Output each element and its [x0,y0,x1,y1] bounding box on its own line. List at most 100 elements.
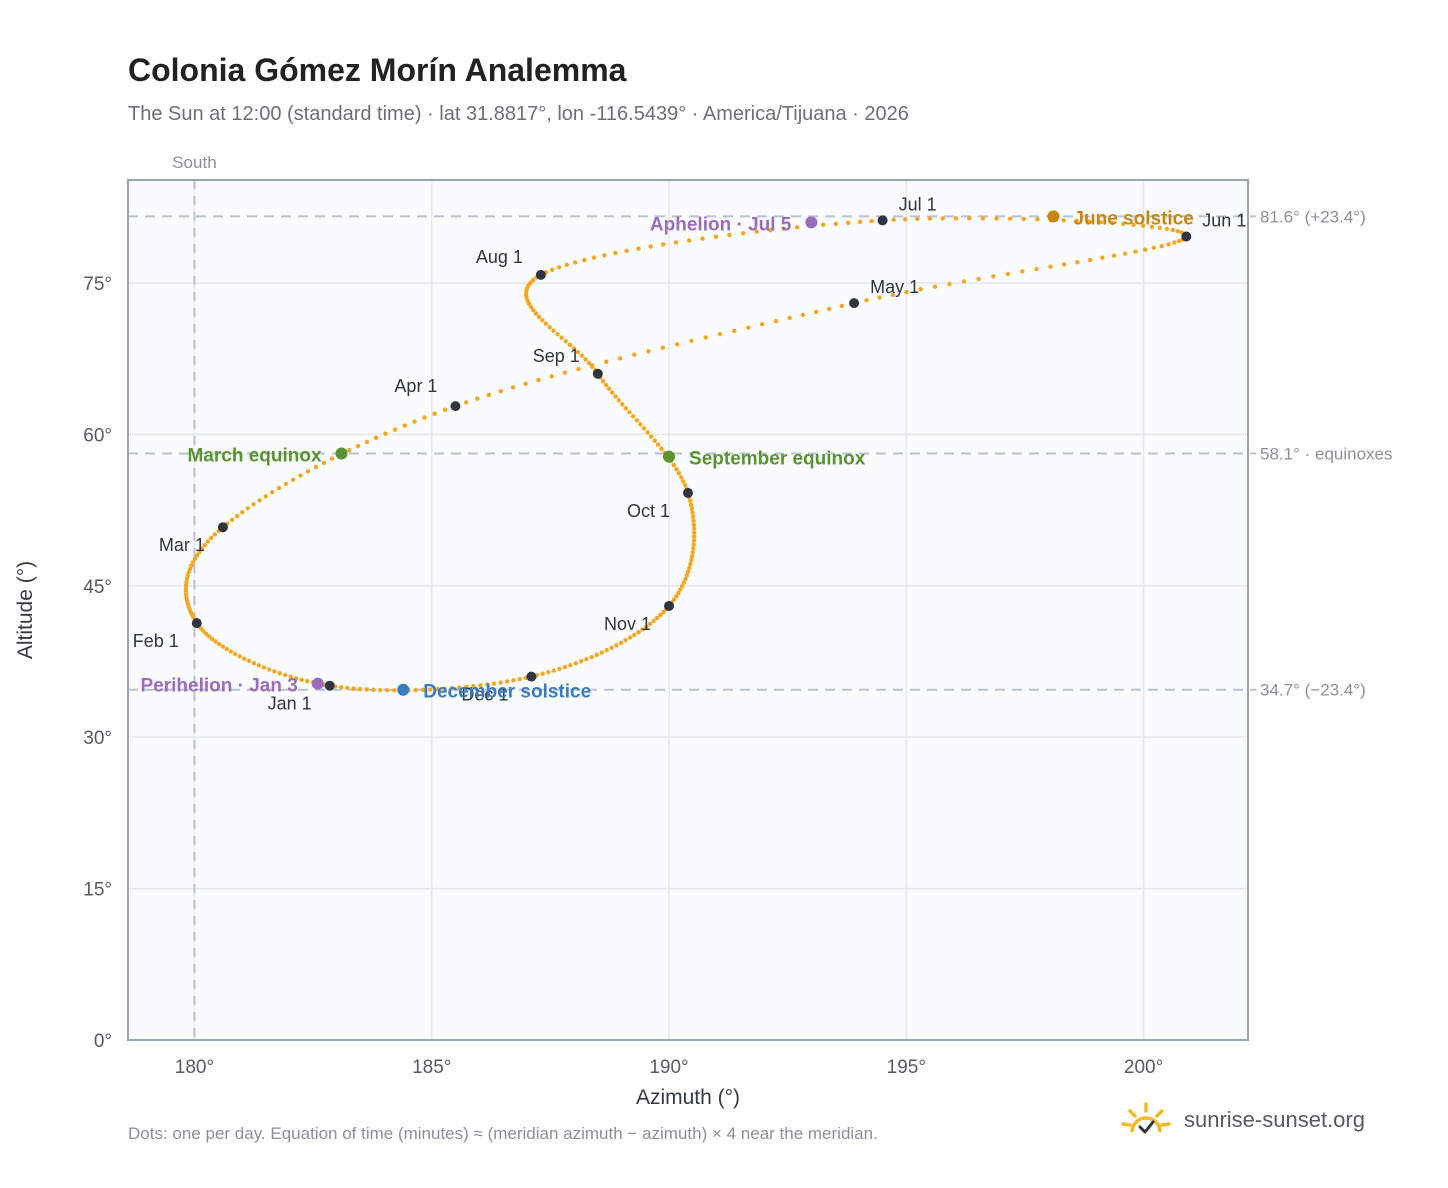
day-dot [614,643,619,648]
day-dot [562,370,568,375]
day-dot [435,686,440,692]
day-dot [551,328,556,333]
day-dot [209,535,214,541]
day-dot [773,318,779,324]
event-label: Aphelion · Jul 5 [650,214,792,235]
altitude-reference-label: 34.7° (−23.4°) [1260,681,1366,700]
day-dot [478,683,483,688]
day-dot [442,686,447,691]
altitude-reference-label: 58.1° · equinoxes [1260,445,1393,464]
day-dot [620,402,625,407]
day-dot [371,687,376,692]
day-dot [190,560,196,565]
day-dot [1035,217,1040,222]
day-dot [688,502,694,507]
event-label: Perihelion · Jan 3 [141,676,298,697]
day-dot [192,556,198,562]
day-dot [594,652,599,658]
day-dot [691,530,697,535]
day-dot [689,338,694,344]
day-dot [517,676,522,682]
day-dot [220,644,226,649]
day-dot [536,377,541,383]
day-dot [869,218,874,224]
day-dot [903,217,908,222]
day-dot [684,573,690,578]
day-dot [288,674,293,679]
day-dot [967,216,972,221]
day-dot [717,331,723,337]
day-dot [205,539,211,544]
day-dot [617,356,623,361]
day-dot [346,448,352,453]
sun-logo-icon [1121,1102,1171,1134]
event-marker [805,216,818,229]
day-dot [654,615,660,621]
day-dot [420,687,426,692]
month-marker [217,522,228,533]
day-dot [383,431,388,436]
day-dot [994,216,999,221]
month-marker [849,298,860,309]
day-dot [237,654,242,659]
day-dot [557,666,562,672]
x-axis-label: Azimuth (°) [636,1086,740,1109]
day-dot [674,342,680,347]
footnote: Dots: one per day. Equation of time (min… [128,1124,878,1143]
day-dot [573,661,578,666]
day-dot [603,382,609,388]
day-dot [547,324,552,330]
day-dot [652,438,657,443]
day-dot [299,677,304,683]
day-dot [321,460,327,466]
day-dot [1157,225,1163,231]
day-dot [373,435,379,440]
month-label: May 1 [870,277,919,297]
day-dot [245,506,251,511]
month-marker [535,269,546,280]
month-label: Nov 1 [604,614,651,634]
day-dot [266,667,272,672]
day-dot [609,645,614,650]
day-dot [1166,242,1171,247]
south-label: South [172,153,216,172]
day-dot [197,549,202,555]
brand[interactable]: sunrise-sunset.org [1120,1100,1365,1140]
day-dot [682,482,688,488]
day-dot [591,255,597,260]
day-dot [602,253,607,258]
day-dot [781,226,786,231]
month-marker [1181,231,1192,242]
day-dot [651,618,656,624]
day-dot [384,687,390,693]
day-dot [256,663,262,668]
day-dot [313,464,319,470]
day-dot [689,554,695,559]
day-dot [1005,271,1011,277]
day-dot [918,287,923,292]
day-dot [616,398,622,403]
day-dot [681,580,687,585]
day-dot [277,671,282,676]
event-label: March equinox [187,446,322,467]
day-dot [646,349,651,354]
event-marker [1047,210,1060,223]
day-dot [498,388,504,394]
y-tick-label: 0° [94,1031,112,1052]
day-dot [599,650,604,655]
event-marker [663,450,676,463]
day-dot [412,419,417,424]
day-dot [649,434,654,439]
day-dot [432,411,437,416]
day-dot [194,553,200,558]
day-dot [826,306,832,312]
day-dot [464,684,469,690]
day-dot [261,665,267,670]
day-dot [644,624,649,629]
day-dot [234,513,240,519]
day-dot [891,217,896,222]
x-tick-label: 200° [1124,1057,1163,1078]
axes: 180° 185° 190° 195° 200° 0° 15° 30° 45° 60° 75° [83,274,1163,1078]
day-dot [640,627,645,632]
day-dot [212,532,218,537]
